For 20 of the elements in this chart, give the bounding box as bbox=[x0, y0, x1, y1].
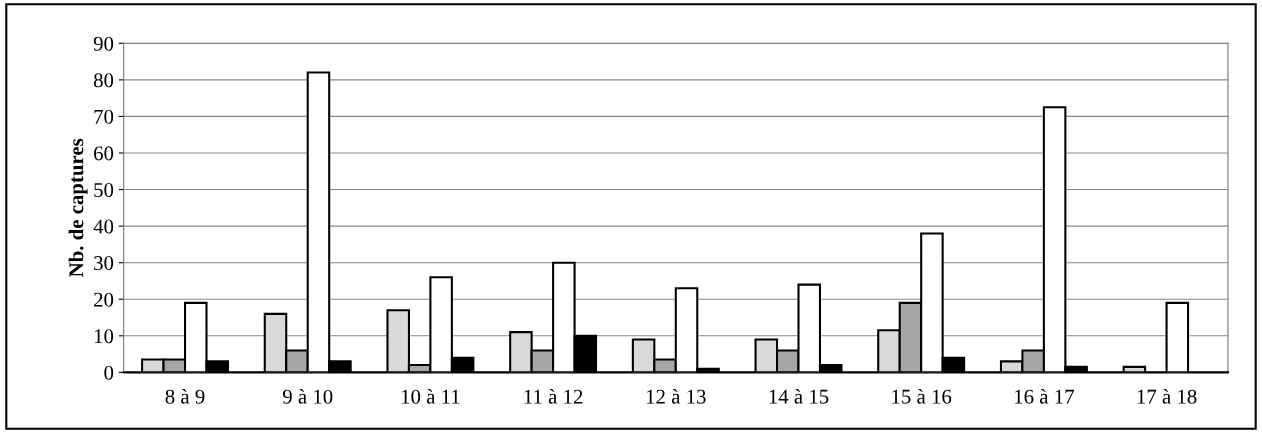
x-tick-label: 10 à 11 bbox=[401, 389, 460, 404]
y-tick-label: 90 bbox=[93, 36, 114, 51]
x-tick-label: 14 à 15 bbox=[769, 389, 829, 404]
y-tick-label: 80 bbox=[93, 73, 114, 88]
y-tick-label: 10 bbox=[94, 329, 114, 344]
x-tick-label: 9 à 10 bbox=[282, 389, 333, 404]
x-tick-label: 16 à 17 bbox=[1015, 389, 1074, 404]
y-tick-label: 40 bbox=[93, 219, 114, 234]
y-tick-label: 20 bbox=[94, 292, 114, 307]
y-tick-label: 30 bbox=[94, 256, 114, 271]
y-axis-title: Nb. de captures bbox=[68, 138, 88, 277]
x-tick-label: 15 à 16 bbox=[892, 389, 952, 404]
y-tick-label: 60 bbox=[94, 146, 114, 161]
x-tick-label: 11 à 12 bbox=[524, 389, 583, 404]
x-tick-label: 17 à 18 bbox=[1137, 389, 1197, 404]
y-tick-label: 50 bbox=[94, 182, 114, 197]
y-tick-label: 0 bbox=[104, 365, 114, 380]
y-tick-label: 70 bbox=[94, 109, 114, 124]
x-tick-label: 12 à 13 bbox=[646, 389, 706, 404]
x-tick-label: 8 à 9 bbox=[165, 389, 205, 404]
